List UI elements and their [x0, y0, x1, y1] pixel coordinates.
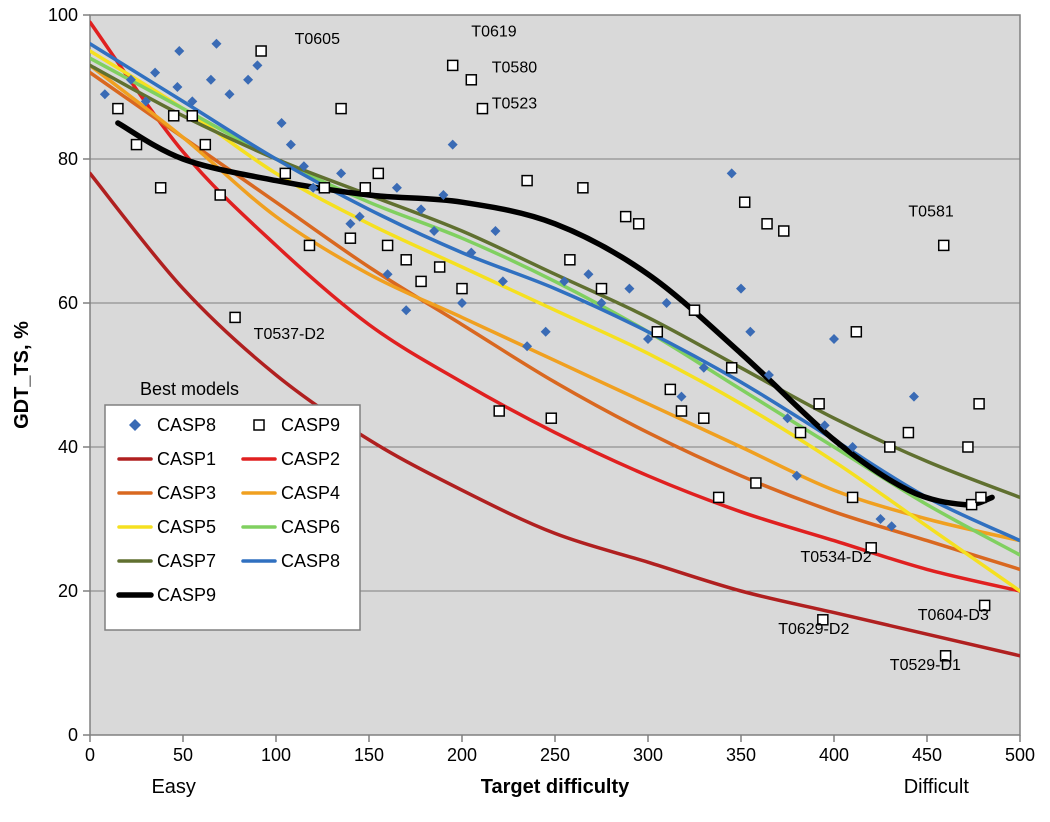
casp9-square [621, 212, 631, 222]
legend-label: CASP7 [157, 551, 216, 571]
casp9-square [751, 478, 761, 488]
x-tick-label: 350 [726, 745, 756, 765]
casp9-square [676, 406, 686, 416]
x-tick-label: 400 [819, 745, 849, 765]
x-tick-label: 450 [912, 745, 942, 765]
casp9-square [373, 168, 383, 178]
x-sublabel-easy: Easy [151, 776, 195, 798]
legend-label: CASP9 [281, 415, 340, 435]
casp9-square [546, 413, 556, 423]
casp9-square [597, 284, 607, 294]
casp9-square [200, 140, 210, 150]
annotation-label: T0534-D2 [801, 549, 872, 566]
chart-container: 0 50 100 150 200 250 300 350 400 450 500 0 20 40 60 80 1… [0, 0, 1050, 822]
y-tick-label: 60 [58, 293, 78, 313]
casp9-square [974, 399, 984, 409]
casp9-square [448, 60, 458, 70]
x-sublabel-difficult: Difficult [904, 776, 970, 798]
casp9-square [578, 183, 588, 193]
x-tick-label: 50 [173, 745, 193, 765]
legend-label: CASP5 [157, 517, 216, 537]
annotation-label: T0523 [492, 96, 537, 113]
casp9-square [963, 442, 973, 452]
casp9-square [494, 406, 504, 416]
casp9-square [230, 312, 240, 322]
casp9-square [885, 442, 895, 452]
annotation-label: T0580 [492, 60, 537, 77]
casp9-square [939, 240, 949, 250]
legend-label: CASP8 [281, 551, 340, 571]
casp9-square [401, 255, 411, 265]
casp9-square [319, 183, 329, 193]
casp9-square [851, 327, 861, 337]
annotation-label: T0605 [295, 31, 340, 48]
casp9-square [215, 190, 225, 200]
casp9-square [690, 305, 700, 315]
casp9-square [187, 111, 197, 121]
x-tick-label: 500 [1005, 745, 1035, 765]
casp9-square [304, 240, 314, 250]
casp9-square [280, 168, 290, 178]
casp9-square [903, 428, 913, 438]
casp9-square [522, 176, 532, 186]
casp9-square [457, 284, 467, 294]
casp9-square [967, 500, 977, 510]
x-tick-label: 0 [85, 745, 95, 765]
y-tick-label: 20 [58, 581, 78, 601]
annotation-label: T0581 [908, 204, 953, 221]
y-tick-label: 100 [48, 5, 78, 25]
casp9-square [113, 104, 123, 114]
x-tick-label: 300 [633, 745, 663, 765]
x-tick-label: 150 [354, 745, 384, 765]
casp9-square [565, 255, 575, 265]
casp9-square [699, 413, 709, 423]
legend-title: Best models [140, 379, 239, 399]
annotation-label: T0529-D1 [890, 657, 961, 674]
casp9-square [714, 492, 724, 502]
legend-label: CASP2 [281, 449, 340, 469]
casp9-square [665, 384, 675, 394]
casp9-square [336, 104, 346, 114]
casp9-square [169, 111, 179, 121]
y-tick-label: 80 [58, 149, 78, 169]
x-axis-title: Target difficulty [481, 776, 630, 798]
y-axis-title: GDT_TS, % [11, 321, 33, 429]
casp9-square [383, 240, 393, 250]
casp9-square [132, 140, 142, 150]
casp9-square [345, 233, 355, 243]
casp9-square [156, 183, 166, 193]
legend-label: CASP6 [281, 517, 340, 537]
casp9-square [466, 75, 476, 85]
legend-label: CASP4 [281, 483, 340, 503]
casp9-square [796, 428, 806, 438]
legend-marker-square [254, 420, 264, 430]
y-tick-label: 40 [58, 437, 78, 457]
legend-label: CASP9 [157, 585, 216, 605]
casp9-square [740, 197, 750, 207]
casp9-square [435, 262, 445, 272]
casp9-square [814, 399, 824, 409]
casp9-square [477, 104, 487, 114]
casp9-square [416, 276, 426, 286]
x-tick-label: 250 [540, 745, 570, 765]
casp9-square [976, 492, 986, 502]
x-tick-label: 200 [447, 745, 477, 765]
casp9-square [779, 226, 789, 236]
casp9-square [634, 219, 644, 229]
annotation-label: T0619 [471, 24, 516, 41]
annotation-label: T0604-D3 [918, 607, 989, 624]
annotation-label: T0537-D2 [254, 326, 325, 343]
casp9-square [762, 219, 772, 229]
legend-label: CASP8 [157, 415, 216, 435]
legend-label: CASP3 [157, 483, 216, 503]
casp9-square [652, 327, 662, 337]
x-tick-label: 100 [261, 745, 291, 765]
legend-label: CASP1 [157, 449, 216, 469]
annotation-label: T0629-D2 [778, 621, 849, 638]
casp9-square [360, 183, 370, 193]
y-tick-label: 0 [68, 725, 78, 745]
casp9-square [848, 492, 858, 502]
casp9-square [256, 46, 266, 56]
casp9-square [727, 363, 737, 373]
